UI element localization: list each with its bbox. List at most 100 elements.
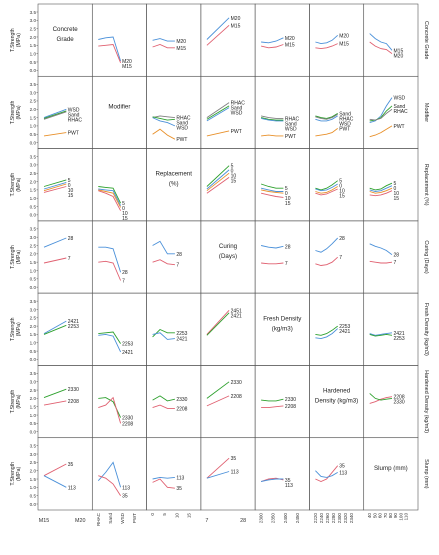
y-tick-label: 3.5 bbox=[30, 10, 37, 15]
series-end-label: 7 bbox=[122, 278, 125, 284]
series-end-label: WSD bbox=[176, 126, 188, 132]
y-axis-title-unit: (MPa) bbox=[16, 105, 22, 119]
series-end-label: RHAC bbox=[394, 109, 409, 115]
y-tick-label: 0.0 bbox=[30, 502, 37, 507]
series-line bbox=[369, 33, 393, 51]
series-end-label: 2421 bbox=[339, 329, 350, 335]
y-tick-label: 1.0 bbox=[30, 268, 37, 273]
series-line bbox=[152, 240, 175, 255]
series-end-label: 2208 bbox=[394, 395, 405, 401]
series-line bbox=[315, 256, 338, 266]
series-end-label: 28 bbox=[394, 253, 400, 259]
series-end-label: 2330 bbox=[285, 397, 296, 403]
y-tick-label: 2.5 bbox=[30, 460, 37, 465]
series-line bbox=[206, 107, 230, 122]
panel-border bbox=[37, 437, 93, 511]
series-end-label: 2330 bbox=[231, 380, 242, 386]
panel-border bbox=[309, 220, 365, 294]
series-line bbox=[261, 117, 284, 121]
series-end-label: 35 bbox=[285, 478, 291, 484]
panel-border bbox=[200, 75, 256, 149]
diagonal-factor-label: Modifier bbox=[108, 103, 130, 110]
series-line bbox=[43, 463, 67, 477]
panel-border bbox=[254, 365, 310, 439]
series-end-label: PWT bbox=[176, 137, 187, 143]
panel-border bbox=[309, 3, 365, 77]
panel-border bbox=[200, 437, 256, 511]
series-end-label: M15 bbox=[394, 48, 404, 54]
series-line bbox=[315, 470, 338, 478]
series-line bbox=[152, 117, 176, 127]
panel-border bbox=[91, 292, 147, 366]
y-axis-title: T.Strength bbox=[10, 173, 16, 197]
series-end-label: 7 bbox=[176, 263, 179, 269]
series-line bbox=[261, 115, 284, 119]
panel-border bbox=[363, 148, 419, 222]
y-tick-label: 1.0 bbox=[30, 124, 37, 129]
series-end-label: 0 bbox=[285, 191, 288, 197]
series-end-label: PWT bbox=[339, 126, 350, 132]
series-line bbox=[43, 388, 67, 399]
series-end-label: M20 bbox=[122, 59, 132, 65]
y-tick-label: 2.0 bbox=[30, 324, 37, 329]
series-end-label: 2208 bbox=[176, 406, 187, 412]
series-line bbox=[43, 400, 67, 406]
panel-border bbox=[146, 292, 202, 366]
series-end-label: 2253 bbox=[339, 324, 350, 330]
series-line bbox=[369, 393, 393, 401]
panel-border bbox=[254, 3, 310, 77]
series-line bbox=[206, 381, 230, 399]
x-tick-label: 2280 bbox=[331, 513, 336, 524]
series-end-label: 0 bbox=[339, 184, 342, 190]
series-line bbox=[315, 128, 338, 137]
y-tick-label: 2.5 bbox=[30, 243, 37, 248]
series-end-label: RHAC bbox=[339, 116, 354, 122]
x-tick-label: 2450 bbox=[295, 513, 300, 524]
y-tick-label: 1.0 bbox=[30, 413, 37, 418]
series-end-label: 7 bbox=[285, 261, 288, 267]
diagonal-factor-label: Grade bbox=[57, 36, 75, 43]
y-axis-title-unit: (MPa) bbox=[16, 322, 22, 336]
series-line bbox=[43, 111, 67, 120]
y-tick-label: 2.0 bbox=[30, 252, 37, 257]
series-end-label: 2451 bbox=[231, 308, 242, 314]
y-tick-label: 0.0 bbox=[30, 285, 37, 290]
series-end-label: 7 bbox=[394, 260, 397, 266]
series-line bbox=[98, 397, 122, 418]
y-tick-label: 3.0 bbox=[30, 90, 37, 95]
y-axis-title: T.Strength bbox=[10, 100, 16, 124]
y-tick-label: 0.5 bbox=[30, 421, 37, 426]
x-tick-label: 80 bbox=[388, 513, 393, 519]
series-line bbox=[98, 331, 121, 344]
y-tick-label: 2.0 bbox=[30, 396, 37, 401]
y-tick-label: 3.5 bbox=[30, 154, 37, 159]
series-end-label: 0 bbox=[394, 186, 397, 192]
series-end-label: 35 bbox=[68, 462, 74, 468]
series-line bbox=[152, 259, 175, 266]
y-tick-label: 3.0 bbox=[30, 163, 37, 168]
series-end-label: Sand bbox=[231, 106, 243, 112]
series-end-label: M15 bbox=[339, 42, 349, 48]
x-tick-label: 100 bbox=[398, 513, 403, 521]
series-line bbox=[206, 17, 230, 40]
panel-border bbox=[146, 75, 202, 149]
series-line bbox=[315, 325, 338, 336]
series-line bbox=[206, 309, 230, 335]
series-line bbox=[315, 465, 339, 482]
x-tick-label: 40 bbox=[367, 513, 372, 519]
series-end-label: Sand bbox=[68, 112, 80, 118]
panel-border bbox=[91, 3, 147, 77]
y-axis-title: T.Strength bbox=[10, 462, 16, 486]
series-line bbox=[43, 237, 67, 248]
panel-border bbox=[91, 220, 147, 294]
y-tick-label: 2.0 bbox=[30, 179, 37, 184]
row-factor-side-label: Curing (Days) bbox=[423, 240, 429, 273]
series-end-label: 2208 bbox=[68, 399, 79, 405]
x-tick-label: 2300 bbox=[259, 513, 264, 524]
series-line bbox=[206, 395, 230, 407]
series-line bbox=[152, 404, 175, 409]
series-end-label: 113 bbox=[339, 470, 347, 476]
series-end-label: 2253 bbox=[394, 336, 405, 342]
series-end-label: 35 bbox=[176, 486, 182, 492]
